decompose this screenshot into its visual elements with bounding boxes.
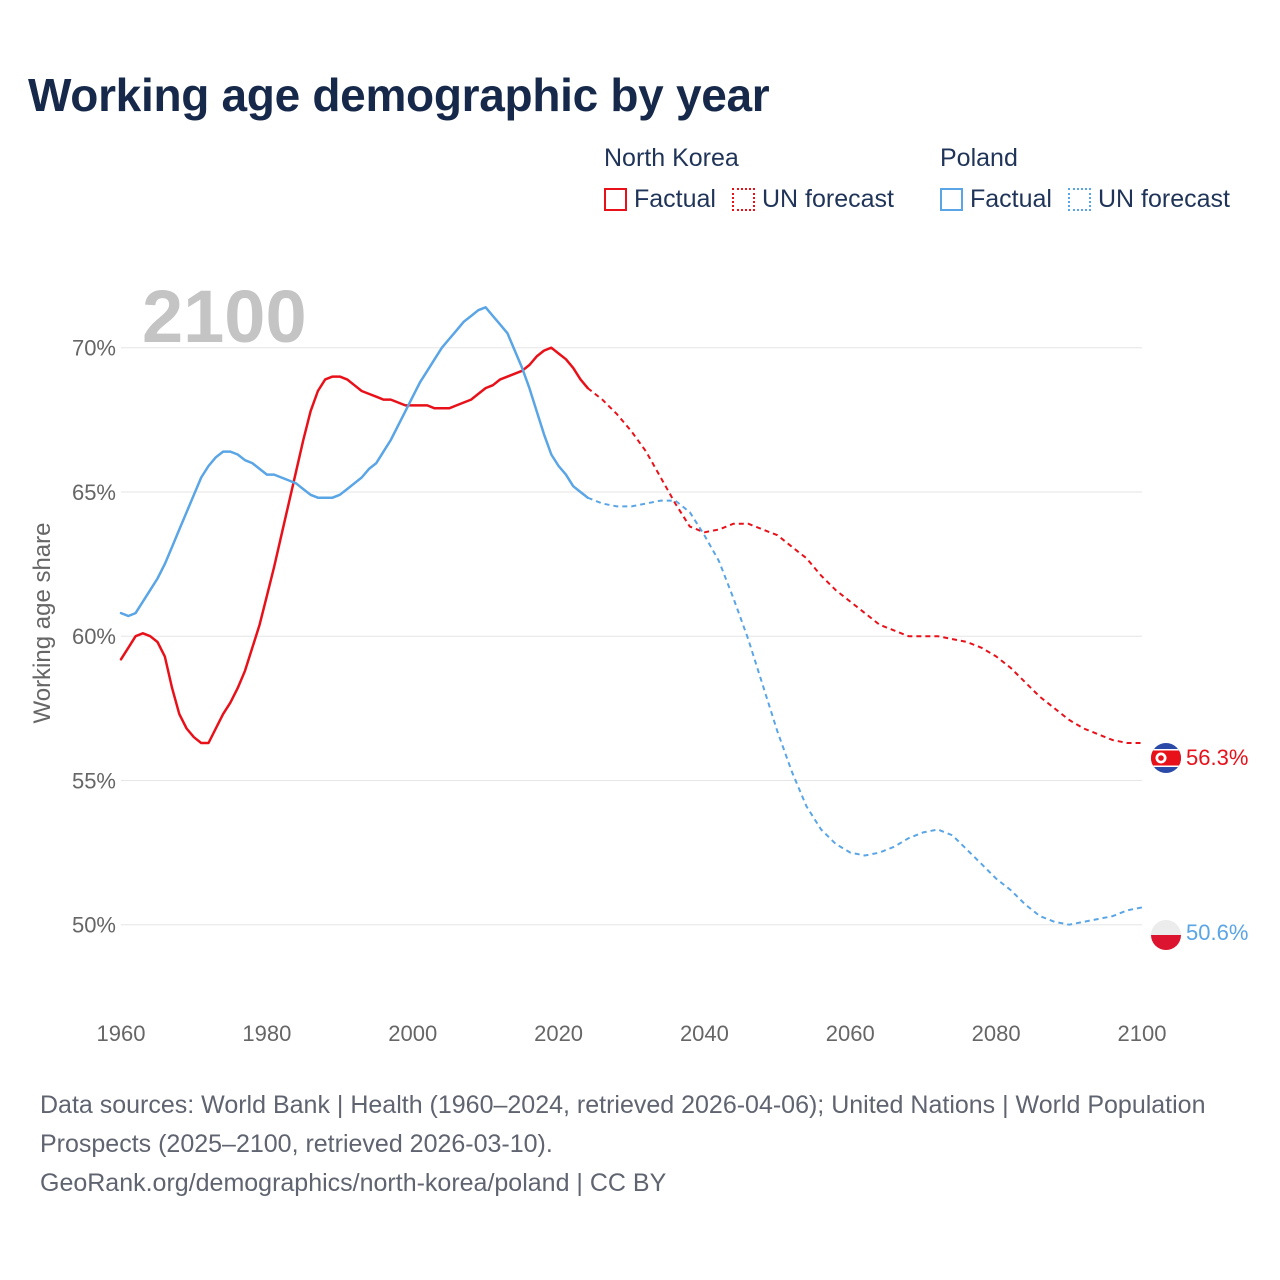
poland-flag-icon [1151, 920, 1181, 950]
x-tick-label: 1960 [97, 1021, 146, 1046]
legend-item-poland-forecast[interactable]: UN forecast [1067, 185, 1230, 214]
y-tick-label: 50% [72, 913, 116, 938]
north-korea-flag-icon [1151, 743, 1181, 773]
x-tick-label: 2040 [680, 1021, 729, 1046]
legend-country-poland: Poland [940, 144, 1018, 172]
y-tick-label: 55% [72, 768, 116, 793]
credit-link[interactable]: GeoRank.org/demographics/north-korea/pol… [40, 1169, 667, 1197]
y-tick-label: 70% [72, 336, 116, 361]
dotted-line-swatch-icon [731, 188, 755, 211]
data-sources: Data sources: World Bank | Health (1960–… [40, 1091, 1206, 1158]
legend-item-north-korea-factual[interactable]: Factual [604, 185, 716, 214]
y-tick-label: 60% [72, 624, 116, 649]
chart-footer: Data sources: World Bank | Health (1960–… [40, 1086, 1240, 1203]
series-line-north-korea-forecast[interactable] [587, 387, 1142, 744]
legend-item-poland-factual[interactable]: Factual [940, 185, 1052, 214]
series-line-north-korea-factual[interactable] [119, 346, 589, 745]
chart-title: Working age demographic by year [28, 69, 770, 121]
legend-item-north-korea-forecast[interactable]: UN forecast [731, 185, 894, 214]
legend-label: Factual [634, 185, 716, 213]
y-tick-label: 65% [72, 480, 116, 505]
solid-line-swatch-icon [604, 188, 627, 211]
year-watermark: 2100 [142, 275, 307, 358]
legend-poland: Poland Factual UN forecast [940, 144, 1246, 214]
legend-label: UN forecast [1097, 185, 1230, 213]
x-tick-label: 2060 [826, 1021, 875, 1046]
x-tick-label: 2080 [972, 1021, 1021, 1046]
legend-label: Factual [970, 185, 1052, 213]
legend-north-korea: North Korea Factual UN forecast [604, 144, 910, 214]
series-line-poland-forecast[interactable] [587, 496, 1143, 926]
x-tick-label: 1980 [242, 1021, 291, 1046]
legend-label: UN forecast [761, 185, 894, 213]
series-line-poland-factual[interactable] [119, 306, 589, 618]
x-tick-label: 2100 [1118, 1021, 1167, 1046]
solid-line-swatch-icon [940, 188, 963, 211]
end-label-poland: 50.6% [1186, 920, 1248, 945]
line-chart: 50% 55% 60% 65% 70% 1960 1980 2000 2020 2040 2060 2… [29, 275, 1248, 1046]
legend-country-north-korea: North Korea [604, 144, 739, 172]
dotted-line-swatch-icon [1067, 188, 1091, 211]
x-tick-label: 2000 [388, 1021, 437, 1046]
x-tick-label: 2020 [534, 1021, 583, 1046]
end-label-north-korea: 56.3% [1186, 745, 1248, 770]
y-axis-label: Working age share [29, 523, 56, 724]
